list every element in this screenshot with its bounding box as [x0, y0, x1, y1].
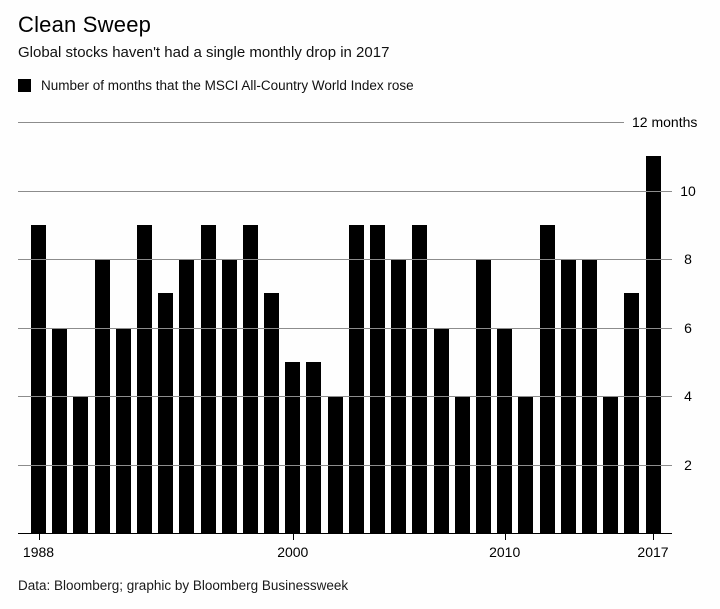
- y-axis-label-12: 12 months: [632, 114, 698, 130]
- bar-1993: [136, 224, 152, 533]
- bar-1999: [264, 293, 280, 533]
- bar-2001: [306, 361, 322, 533]
- bar-2017: [645, 156, 661, 533]
- chart-legend: Number of months that the MSCI All-Count…: [18, 79, 414, 93]
- x-axis-label-2017: 2017: [637, 544, 669, 560]
- gridline-4: [18, 396, 672, 397]
- bar-2006: [412, 224, 428, 533]
- bar-2010: [497, 327, 513, 533]
- bar-1989: [52, 327, 68, 533]
- page-title: Clean Sweep: [18, 12, 152, 37]
- bar-2000: [285, 361, 301, 533]
- bar-2016: [624, 293, 640, 533]
- x-tick-2000: [292, 534, 294, 540]
- bar-2012: [539, 224, 555, 533]
- bar-1992: [115, 327, 131, 533]
- gridline-8: [18, 259, 672, 260]
- gridline-6: [18, 327, 672, 329]
- y-axis-label-4: 4: [684, 388, 692, 404]
- y-axis-label-10: 10: [680, 182, 696, 199]
- gridline-12: [18, 122, 624, 123]
- y-axis-label-8: 8: [684, 251, 692, 267]
- x-axis-label-2010: 2010: [489, 544, 521, 560]
- bar-1998: [242, 224, 258, 533]
- bar-2004: [370, 224, 386, 533]
- x-tick-1988: [38, 534, 40, 540]
- legend-label: Number of months that the MSCI All-Count…: [41, 78, 414, 93]
- gridline-10: [18, 190, 672, 192]
- chart-subtitle: Global stocks haven't had a single month…: [18, 44, 390, 61]
- x-tick-2010: [504, 534, 506, 540]
- x-axis-label-2000: 2000: [277, 544, 309, 560]
- bar-2003: [348, 224, 364, 533]
- bar-1994: [158, 293, 174, 533]
- legend-swatch-icon: [18, 79, 31, 92]
- bar-2007: [433, 327, 449, 533]
- y-axis-label-6: 6: [684, 319, 692, 336]
- source-credit: Data: Bloomberg; graphic by Bloomberg Bu…: [18, 578, 349, 593]
- y-axis-label-2: 2: [684, 456, 692, 473]
- bar-1988: [31, 224, 46, 533]
- gridline-2: [18, 464, 672, 466]
- x-axis-line: [18, 533, 672, 534]
- x-axis-label-1988: 1988: [22, 544, 55, 560]
- x-tick-2017: [653, 534, 654, 540]
- bar-1996: [200, 224, 216, 533]
